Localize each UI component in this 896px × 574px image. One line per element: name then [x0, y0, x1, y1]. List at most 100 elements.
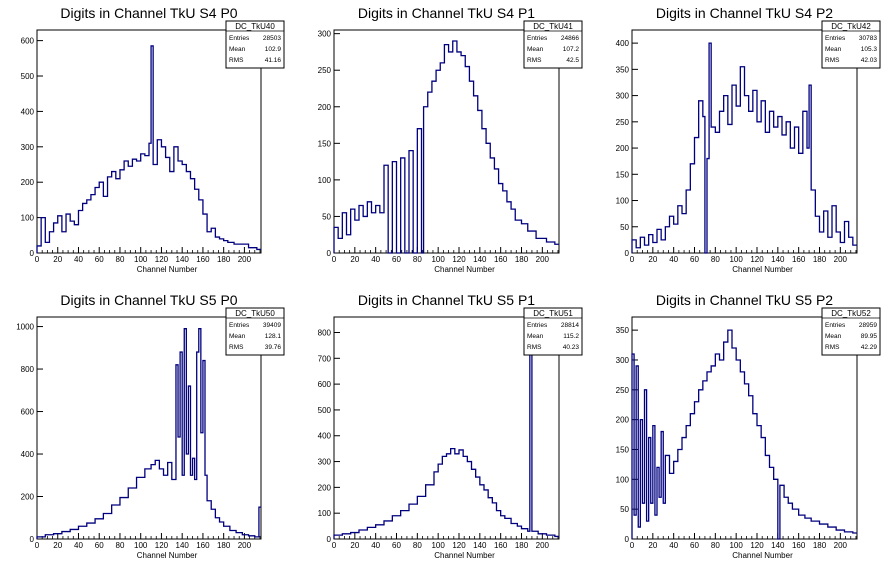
stats-value: 42.29	[861, 344, 878, 351]
x-tick-label: 180	[813, 255, 827, 264]
x-axis-label: Channel Number	[434, 265, 495, 274]
x-tick-label: 60	[690, 541, 699, 550]
stats-key: Entries	[825, 35, 846, 42]
stats-key: Mean	[229, 46, 246, 53]
y-tick-label: 50	[620, 223, 629, 232]
stats-value: 30783	[859, 35, 877, 42]
y-tick-label: 300	[318, 30, 332, 39]
stats-name: DC_TkU40	[235, 22, 275, 31]
x-tick-label: 160	[494, 541, 508, 550]
x-tick-label: 60	[392, 255, 401, 264]
histogram-series	[631, 329, 857, 540]
x-tick-label: 80	[711, 541, 720, 550]
y-tick-label: 150	[318, 139, 332, 148]
x-tick-label: 40	[669, 541, 678, 550]
plot-frame	[333, 316, 560, 540]
chart-title: Digits in Channel TkU S4 P1	[358, 5, 535, 21]
chart-panel: Digits in Channel TkU S5 P2 0 20 40 60 80 100 1…	[616, 292, 881, 560]
x-tick-label: 100	[134, 541, 148, 550]
x-tick-label: 20	[648, 255, 657, 264]
stats-value: 28814	[561, 322, 579, 329]
y-tick-label: 600	[21, 408, 35, 417]
y-tick-label: 100	[616, 197, 630, 206]
x-tick-label: 140	[771, 255, 785, 264]
x-tick-label: 180	[515, 255, 529, 264]
x-tick-label: 0	[630, 255, 635, 264]
stats-key: Mean	[825, 333, 842, 340]
y-tick-label: 400	[21, 450, 35, 459]
chart-panel: Digits in Channel TkU S4 P1 0 20 40 60 80 100 1…	[318, 5, 583, 274]
stats-value: 28959	[859, 322, 877, 329]
plot-frame	[36, 29, 262, 254]
stats-key: Mean	[527, 333, 544, 340]
y-tick-label: 300	[616, 356, 630, 365]
stats-value: 39409	[263, 322, 281, 329]
stats-value: 89.95	[861, 333, 878, 340]
stats-box: DC_TkU42 Entries 30783 Mean 105.3 RMS 42.03	[821, 20, 881, 69]
x-tick-label: 40	[371, 541, 380, 550]
x-tick-label: 140	[473, 255, 487, 264]
histogram-series	[333, 40, 559, 254]
chart-panel: Digits in Channel TkU S4 P0 0 20 40 60 80 100 1…	[21, 5, 285, 274]
y-tick-label: 300	[616, 92, 630, 101]
chart-panel: Digits in Channel TkU S5 P0 0 20 40 60 80 100 1…	[16, 292, 285, 560]
x-tick-label: 0	[332, 255, 337, 264]
x-axis-label: Channel Number	[732, 551, 793, 560]
stats-key: Mean	[825, 46, 842, 53]
stats-key: RMS	[229, 57, 244, 64]
stats-value: 41.16	[265, 57, 282, 64]
y-tick-label: 100	[318, 176, 332, 185]
y-tick-label: 0	[30, 535, 35, 544]
y-tick-label: 300	[21, 143, 35, 152]
x-tick-label: 160	[494, 255, 508, 264]
x-tick-label: 0	[35, 541, 40, 550]
stats-box-frame	[523, 20, 583, 69]
stats-name: DC_TkU42	[831, 22, 871, 31]
x-tick-label: 120	[452, 541, 466, 550]
x-tick-label: 200	[834, 255, 848, 264]
x-tick-label: 60	[95, 541, 104, 550]
y-tick-label: 200	[21, 493, 35, 502]
x-tick-label: 100	[134, 255, 148, 264]
y-tick-label: 200	[318, 483, 332, 492]
plot-frame	[333, 29, 560, 254]
x-tick-label: 60	[95, 255, 104, 264]
x-tick-label: 180	[217, 541, 231, 550]
y-tick-label: 250	[616, 118, 630, 127]
stats-value: 28503	[263, 35, 281, 42]
x-tick-label: 120	[452, 255, 466, 264]
y-tick-label: 100	[21, 214, 35, 223]
histogram-series	[36, 328, 261, 539]
y-tick-label: 200	[616, 144, 630, 153]
x-tick-label: 120	[155, 541, 169, 550]
stats-value: 42.5	[566, 57, 579, 64]
x-tick-label: 140	[176, 541, 190, 550]
x-tick-label: 160	[792, 255, 806, 264]
stats-key: Mean	[229, 333, 246, 340]
stats-box-frame	[225, 307, 285, 356]
x-tick-label: 160	[196, 255, 210, 264]
x-tick-label: 100	[729, 255, 743, 264]
x-tick-label: 140	[473, 541, 487, 550]
y-tick-label: 0	[625, 535, 630, 544]
x-axis-label: Channel Number	[137, 265, 198, 274]
x-tick-label: 40	[669, 255, 678, 264]
stats-box: DC_TkU41 Entries 24866 Mean 107.2 RMS 42.5	[523, 20, 583, 69]
y-tick-label: 600	[318, 380, 332, 389]
y-tick-label: 500	[318, 406, 332, 415]
stats-key: Entries	[527, 322, 548, 329]
x-tick-label: 80	[413, 541, 422, 550]
stats-box: DC_TkU51 Entries 28814 Mean 115.2 RMS 40.23	[523, 307, 583, 356]
y-tick-label: 0	[625, 249, 630, 258]
x-tick-label: 20	[53, 255, 62, 264]
x-tick-label: 20	[350, 255, 359, 264]
histogram-series	[36, 45, 261, 253]
y-tick-label: 250	[318, 66, 332, 75]
x-tick-label: 120	[750, 541, 764, 550]
y-tick-label: 50	[322, 212, 331, 221]
x-tick-label: 160	[792, 541, 806, 550]
x-tick-label: 80	[413, 255, 422, 264]
plot-frame	[36, 316, 262, 540]
x-tick-label: 80	[711, 255, 720, 264]
x-tick-label: 0	[630, 541, 635, 550]
